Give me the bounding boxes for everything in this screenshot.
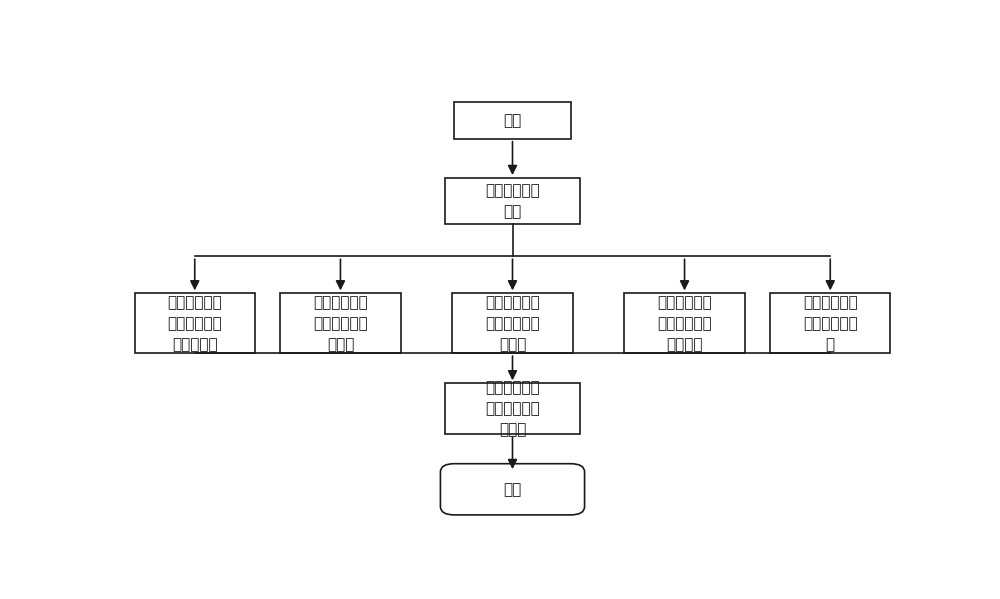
Bar bbox=[445, 178, 580, 224]
FancyBboxPatch shape bbox=[440, 464, 585, 515]
Text: 动态模拟系统
带电: 动态模拟系统 带电 bbox=[485, 183, 540, 219]
Text: 阀基电子设备
对下接口及信
号检测: 阀基电子设备 对下接口及信 号检测 bbox=[485, 295, 540, 352]
Bar bbox=[452, 294, 573, 353]
Text: 通过: 通过 bbox=[503, 482, 522, 497]
Text: 晶闸管监控设
备对上接口及
信号检测: 晶闸管监控设 备对上接口及 信号检测 bbox=[657, 295, 712, 352]
Text: 换流器触发控
制装置稳态性
能检测: 换流器触发控 制装置稳态性 能检测 bbox=[485, 380, 540, 437]
Bar bbox=[770, 294, 890, 353]
Text: 晶闸管监控设
备触发功能检
测: 晶闸管监控设 备触发功能检 测 bbox=[803, 295, 858, 352]
Bar bbox=[280, 294, 401, 353]
Text: 上层控制保护
系统对下接口
及信号检测: 上层控制保护 系统对下接口 及信号检测 bbox=[167, 295, 222, 352]
Text: 阀基电子设备
对上接口及信
号检测: 阀基电子设备 对上接口及信 号检测 bbox=[313, 295, 368, 352]
Bar bbox=[454, 102, 571, 139]
Bar bbox=[135, 294, 255, 353]
Text: 开始: 开始 bbox=[503, 113, 522, 128]
Bar bbox=[445, 383, 580, 434]
Bar bbox=[624, 294, 745, 353]
